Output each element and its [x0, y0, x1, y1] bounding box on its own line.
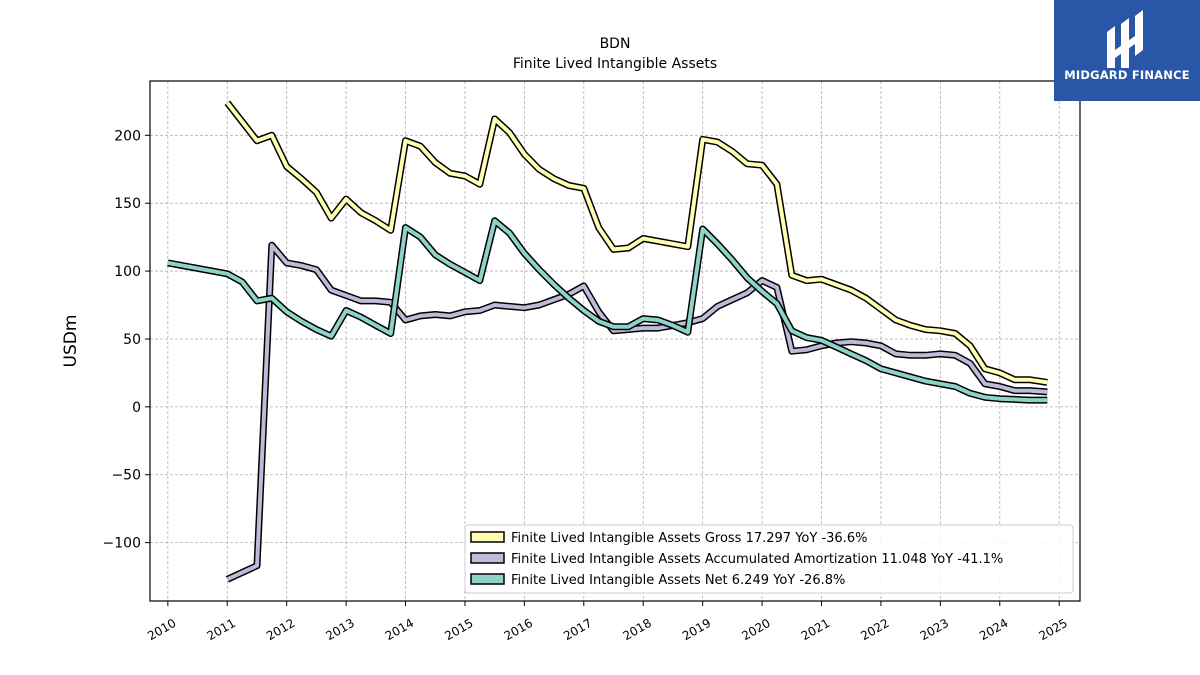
y-tick-label: 50 [123, 332, 141, 348]
x-tick-label: 2014 [383, 616, 416, 643]
x-tick-label: 2023 [918, 616, 951, 643]
x-tick-label: 2024 [977, 616, 1010, 643]
legend: Finite Lived Intangible Assets Gross 17.… [464, 524, 1074, 594]
y-tick-label: 200 [114, 128, 141, 144]
legend-swatch-0 [470, 531, 505, 543]
x-tick-label: 2019 [680, 616, 713, 643]
y-tick-label: 100 [114, 264, 141, 280]
midgard-logo-icon [1107, 10, 1143, 68]
legend-label-1: Finite Lived Intangible Assets Accumulat… [511, 552, 1003, 567]
y-tick-label: 150 [114, 196, 141, 212]
legend-swatch-2 [470, 573, 505, 585]
y-tick-label: −100 [103, 536, 141, 552]
legend-box [464, 524, 1074, 594]
x-tick-label: 2016 [502, 616, 535, 643]
plot-frame [149, 80, 1081, 602]
gridlines [150, 81, 1080, 601]
series-layer [167, 100, 1048, 583]
legend-swatch-1 [470, 552, 505, 564]
series-line-0 [225, 101, 1048, 385]
x-tick-label: 2021 [799, 616, 832, 643]
series-line-2 [167, 218, 1048, 403]
y-tick-label: 0 [132, 400, 141, 416]
y-axis-label: USDm [61, 315, 81, 368]
series-outline-2 [167, 217, 1048, 404]
x-tick-label: 2020 [739, 616, 772, 643]
chart-subtitle: Finite Lived Intangible Assets [513, 56, 717, 72]
x-tick-label: 2012 [264, 616, 297, 643]
x-tick-label: 2010 [145, 616, 178, 643]
x-tick-label: 2013 [323, 616, 356, 643]
x-tick-label: 2022 [858, 616, 891, 643]
x-tick-label: 2025 [1036, 616, 1069, 643]
brand-name: MIDGARD FINANCE [1064, 68, 1190, 82]
x-tick-label: 2015 [442, 616, 475, 643]
x-tick-label: 2018 [620, 616, 653, 643]
brand-logo: MIDGARD FINANCE [1054, 0, 1200, 101]
series-line-1 [226, 243, 1048, 582]
legend-label-0: Finite Lived Intangible Assets Gross 17.… [511, 531, 867, 546]
chart-title: BDN [600, 36, 631, 52]
x-tick-label: 2017 [561, 616, 594, 643]
legend-label-2: Finite Lived Intangible Assets Net 6.249… [511, 573, 845, 588]
y-tick-label: −50 [111, 468, 141, 484]
x-tick-label: 2011 [205, 616, 238, 643]
